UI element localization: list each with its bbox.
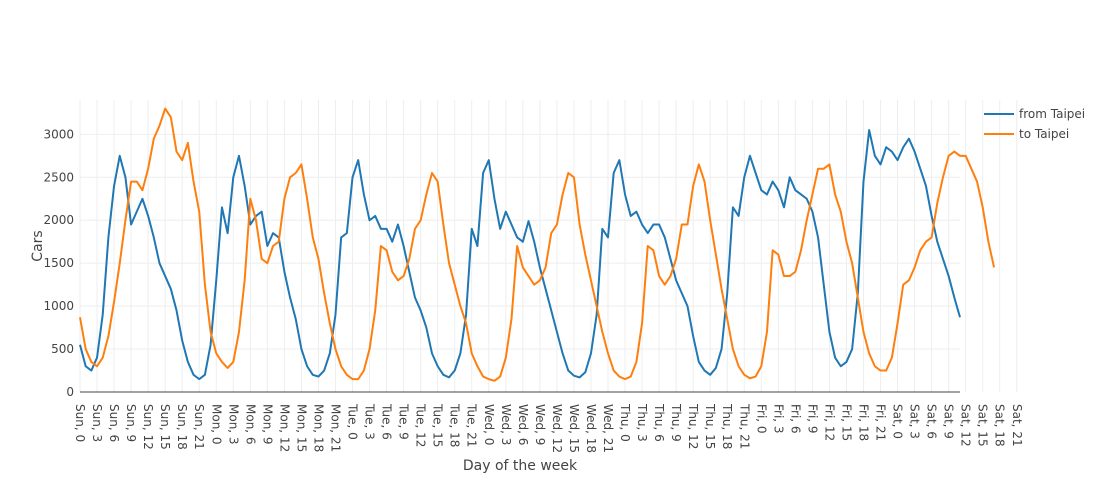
x-tick-label: Mon, 3 xyxy=(226,404,240,445)
x-tick-label: Wed, 9 xyxy=(533,404,547,445)
x-tick-label: Tue, 9 xyxy=(397,403,411,440)
x-tick-label: Tue, 6 xyxy=(380,403,394,440)
x-tick-label: Thu, 6 xyxy=(652,403,666,442)
grid xyxy=(79,100,1018,392)
series xyxy=(79,107,996,382)
y-tick-label: 1000 xyxy=(43,299,74,313)
x-tick-label: Tue, 0 xyxy=(346,403,360,440)
x-tick-label: Sun, 0 xyxy=(73,404,87,442)
x-tick-label: Wed, 3 xyxy=(499,404,513,445)
series-line-to-taipei xyxy=(79,107,996,382)
x-tick-label: Sun, 21 xyxy=(192,404,206,450)
x-tick-label: Thu, 12 xyxy=(686,403,700,449)
x-tick-label: Thu, 3 xyxy=(635,403,649,442)
legend-label: to Taipei xyxy=(1019,127,1069,141)
x-tick-label: Sat, 15 xyxy=(976,404,990,447)
x-tick-label: Fri, 3 xyxy=(771,404,785,434)
legend-item-from-taipei[interactable]: from Taipei xyxy=(984,107,1085,121)
x-tick-label: Sat, 6 xyxy=(925,404,939,439)
x-tick-label: Fri, 18 xyxy=(856,404,870,441)
x-tick-label: Thu, 18 xyxy=(720,403,734,449)
x-tick-label: Thu, 21 xyxy=(737,403,751,449)
x-tick-label: Sun, 6 xyxy=(107,404,121,442)
x-tick-label: Thu, 9 xyxy=(669,403,683,442)
x-tick-label: Wed, 6 xyxy=(516,404,530,445)
x-tick-label: Wed, 0 xyxy=(482,404,496,445)
x-tick-label: Wed, 12 xyxy=(550,404,564,453)
x-tick-label: Sat, 0 xyxy=(891,404,905,439)
x-tick-label: Fri, 21 xyxy=(874,404,888,441)
x-tick-label: Sat, 18 xyxy=(993,404,1007,447)
x-tick-label: Thu, 0 xyxy=(618,403,632,442)
x-tick-label: Sun, 9 xyxy=(124,404,138,442)
x-tick-label: Sat, 12 xyxy=(959,404,973,447)
x-tick-label: Mon, 18 xyxy=(311,404,325,452)
y-tick-label: 3000 xyxy=(43,127,74,141)
x-tick-label: Wed, 15 xyxy=(567,404,581,453)
x-tick-label: Mon, 6 xyxy=(243,404,257,445)
x-tick-label: Fri, 15 xyxy=(839,404,853,441)
x-tick-label: Fri, 12 xyxy=(822,404,836,441)
x-tick-label: Sat, 21 xyxy=(1010,404,1024,447)
legend-label: from Taipei xyxy=(1019,107,1085,121)
y-axis-title: Cars xyxy=(30,230,46,261)
x-tick-label: Tue, 12 xyxy=(414,403,428,447)
x-tick-label: Tue, 15 xyxy=(431,403,445,447)
x-tick-label: Thu, 15 xyxy=(703,403,717,449)
x-tick-label: Sun, 18 xyxy=(175,404,189,450)
x-tick-label: Tue, 21 xyxy=(465,403,479,447)
x-tick-label: Mon, 12 xyxy=(277,404,291,452)
legend-item-to-taipei[interactable]: to Taipei xyxy=(984,127,1069,141)
y-tick-label: 0 xyxy=(66,385,74,399)
series-line-from-taipei xyxy=(79,129,961,381)
x-tick-label: Mon, 0 xyxy=(209,404,223,445)
x-tick-label: Sun, 12 xyxy=(141,404,155,450)
y-tick-label: 2500 xyxy=(43,170,74,184)
legend[interactable]: from Taipei to Taipei xyxy=(984,107,1085,141)
x-tick-label: Wed, 21 xyxy=(601,404,615,453)
x-tick-label: Tue, 18 xyxy=(448,403,462,447)
y-tick-label: 500 xyxy=(51,342,74,356)
x-tick-label: Mon, 21 xyxy=(328,404,342,452)
x-tick-label: Sun, 15 xyxy=(158,404,172,450)
x-tick-label: Mon, 15 xyxy=(294,404,308,452)
x-tick-label: Fri, 9 xyxy=(805,404,819,434)
x-tick-label: Wed, 18 xyxy=(584,404,598,453)
x-tick-label: Fri, 6 xyxy=(788,404,802,434)
x-tick-label: Sat, 9 xyxy=(942,404,956,439)
x-tick-label: Tue, 3 xyxy=(363,403,377,440)
x-tick-label: Fri, 0 xyxy=(754,404,768,434)
x-tick-label: Mon, 9 xyxy=(260,404,274,445)
y-tick-label: 2000 xyxy=(43,213,74,227)
y-tick-label: 1500 xyxy=(43,256,74,270)
x-tick-label: Sun, 3 xyxy=(90,404,104,442)
axes: Sun, 0 Sun, 3 Sun, 6 Sun, 9 Sun, 12 Sun, 15 Su… xyxy=(43,127,1023,453)
x-axis-title: Day of the week xyxy=(463,458,578,474)
x-tick-label: Sat, 3 xyxy=(908,404,922,439)
